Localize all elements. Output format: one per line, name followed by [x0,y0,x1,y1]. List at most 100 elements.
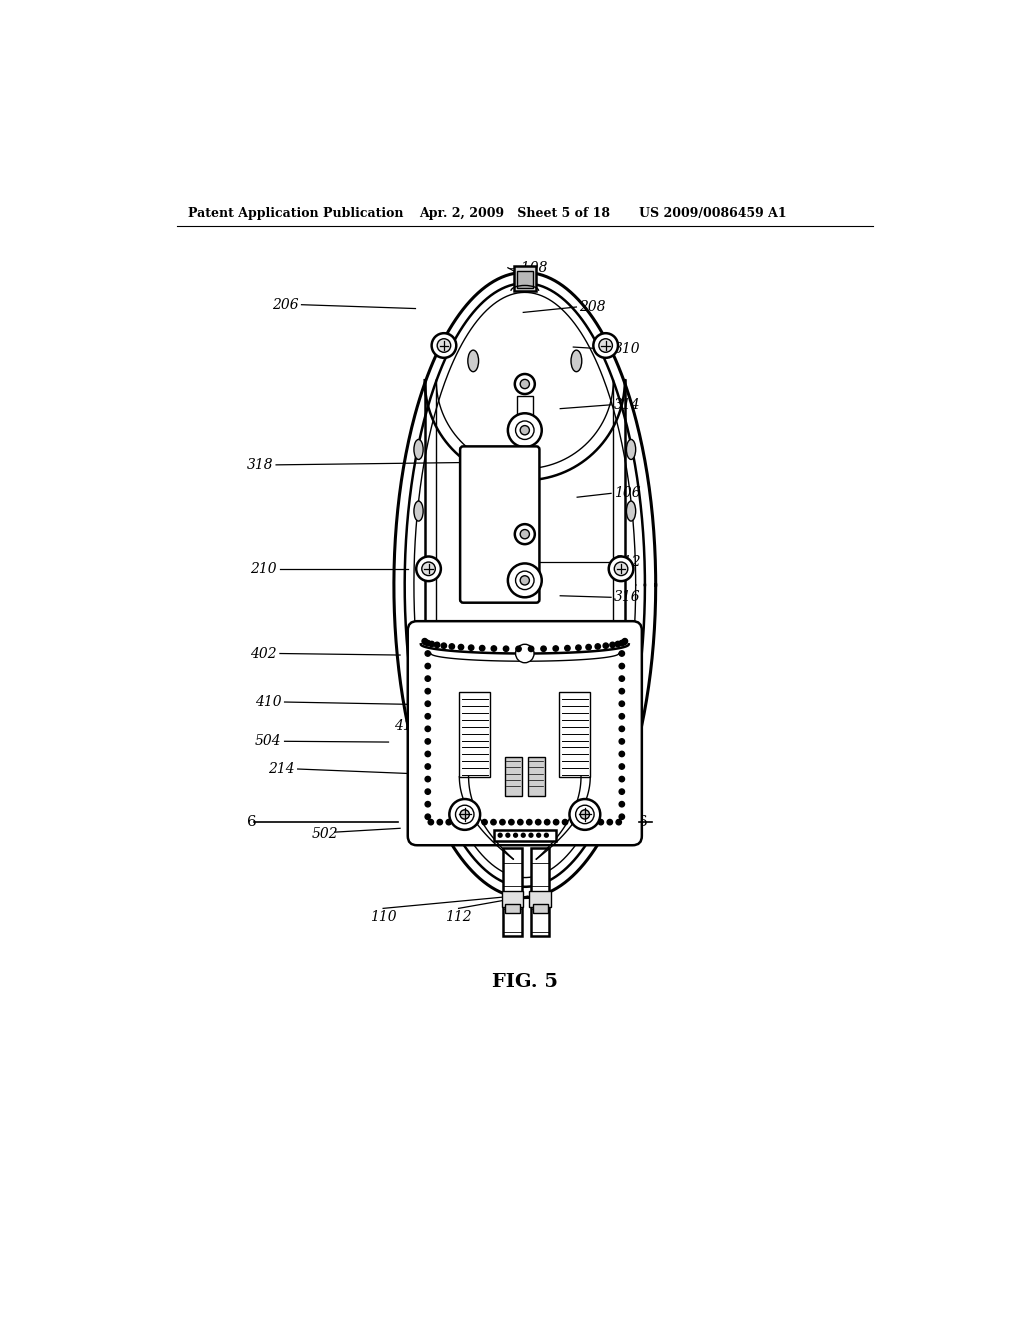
Circle shape [492,645,497,651]
Ellipse shape [627,502,636,521]
Bar [514,267,536,290]
Circle shape [536,820,541,825]
Circle shape [620,814,625,820]
Circle shape [569,799,600,830]
Circle shape [482,820,487,825]
Circle shape [455,820,461,825]
Circle shape [425,801,430,807]
Circle shape [620,651,625,656]
Circle shape [622,639,627,645]
Circle shape [620,751,625,756]
Circle shape [610,643,615,648]
Circle shape [425,751,430,756]
Circle shape [459,644,464,649]
Circle shape [515,374,535,395]
FancyBboxPatch shape [460,446,540,603]
Circle shape [425,814,430,820]
Circle shape [425,789,430,795]
Text: 414: 414 [394,719,421,733]
Circle shape [614,562,628,576]
Text: 412: 412 [606,698,633,711]
Circle shape [517,820,523,825]
Circle shape [499,833,502,837]
Circle shape [616,820,622,825]
Text: —108: —108 [508,261,549,275]
Circle shape [456,805,474,824]
Bar [517,271,532,288]
Bar [559,692,590,776]
Circle shape [437,820,442,825]
Bar [460,692,490,776]
Text: 402: 402 [250,647,276,660]
Text: 410: 410 [255,696,282,709]
Text: 502: 502 [614,652,641,665]
Text: US 2009/0086459 A1: US 2009/0086459 A1 [639,207,786,220]
Text: 214: 214 [268,762,295,776]
Text: 312: 312 [614,623,641,636]
Circle shape [620,701,625,706]
Text: 110: 110 [370,909,396,924]
Circle shape [425,640,430,645]
Bar [532,904,548,913]
Circle shape [586,644,591,649]
Circle shape [608,557,634,581]
Circle shape [468,645,474,651]
Text: 504: 504 [606,729,633,743]
Circle shape [545,820,550,825]
Text: 212: 212 [614,554,641,569]
Bar [502,891,523,907]
Circle shape [441,643,446,648]
Circle shape [620,664,625,669]
Circle shape [620,789,625,795]
Circle shape [425,776,430,781]
Circle shape [446,820,452,825]
Circle shape [515,644,535,663]
Circle shape [422,639,427,644]
Ellipse shape [627,440,636,459]
Text: FIG. 5: FIG. 5 [492,973,558,991]
Circle shape [423,639,428,645]
Text: Apr. 2, 2009   Sheet 5 of 18: Apr. 2, 2009 Sheet 5 of 18 [419,207,610,220]
Circle shape [620,776,625,781]
Circle shape [509,820,514,825]
Bar [505,758,521,796]
Circle shape [537,833,541,837]
Circle shape [615,642,621,647]
Bar [505,904,520,913]
Circle shape [479,645,485,651]
Circle shape [620,676,625,681]
Text: 318: 318 [247,458,273,471]
Ellipse shape [571,350,582,372]
Circle shape [529,833,532,837]
Circle shape [508,564,542,598]
Circle shape [593,333,617,358]
Text: 208: 208 [580,300,606,314]
Circle shape [620,689,625,694]
Text: 408: 408 [419,684,445,698]
Circle shape [553,820,559,825]
Circle shape [620,714,625,719]
Circle shape [623,639,628,644]
Circle shape [620,739,625,744]
Bar [494,830,556,841]
Text: 206: 206 [271,298,298,312]
Circle shape [422,562,435,576]
Circle shape [425,739,430,744]
Circle shape [571,820,577,825]
Circle shape [425,676,430,681]
Text: 6: 6 [248,816,257,829]
Circle shape [437,339,451,352]
Circle shape [575,645,582,651]
Circle shape [432,333,457,358]
Text: 314: 314 [614,397,641,412]
Bar [517,545,532,585]
Circle shape [564,645,570,651]
Bar [517,396,532,434]
Circle shape [515,572,535,590]
Text: 310: 310 [614,342,641,356]
Circle shape [545,833,548,837]
Ellipse shape [468,350,478,372]
Circle shape [607,820,612,825]
Circle shape [450,644,455,649]
Text: Patent Application Publication: Patent Application Publication [188,207,403,220]
